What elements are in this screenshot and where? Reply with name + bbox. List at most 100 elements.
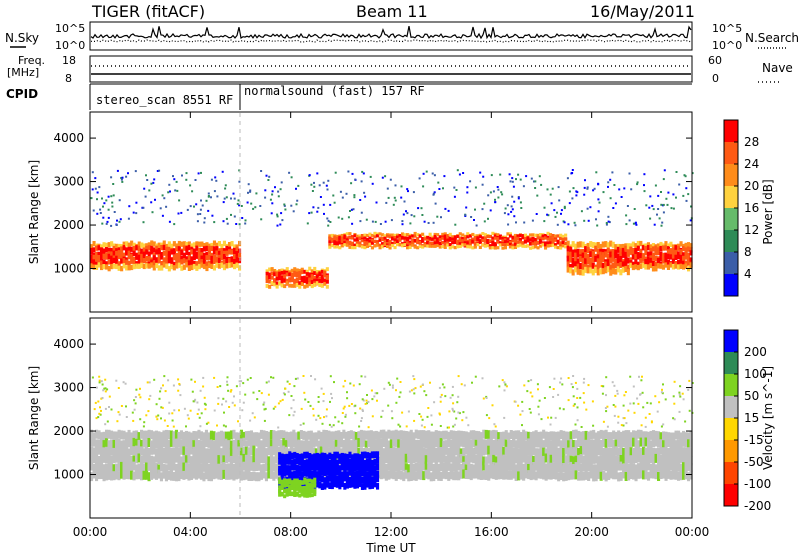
velocity-cell [499,470,503,480]
velocity-cell [448,426,450,429]
velocity-cell [277,437,281,447]
velocity-cell [202,462,206,472]
power-cell [298,273,302,278]
velocity-cell [318,481,322,489]
power-cell [411,238,415,242]
velocity-cell [95,455,99,465]
velocity-cell [328,423,331,426]
power-cell [478,235,482,239]
velocity-cell [224,438,228,448]
velocity-cell [313,464,317,472]
velocity-cell [288,480,292,485]
velocity-cell [430,414,433,417]
colorbar-swatch [724,440,738,463]
velocity-cell [557,455,561,465]
power-cell [222,254,226,260]
velocity-cell [122,470,126,480]
power-cell [465,206,468,209]
velocity-cell [659,432,663,442]
velocity-cell [657,472,661,481]
velocity-cell [527,464,531,473]
power-cell [192,254,196,260]
velocity-cell [283,393,286,396]
power-cell [466,245,470,249]
velocity-cell [239,438,243,448]
power-cell [684,242,688,249]
velocity-cell [344,379,347,382]
velocity-cell [613,414,616,417]
colorbar-tick-label: 8 [744,245,752,259]
velocity-cell [557,447,561,457]
power-cell [426,238,430,242]
velocity-cell [654,453,658,463]
velocity-cell [318,465,322,473]
velocity-cell [217,439,221,449]
velocity-cell [429,453,433,463]
velocity-cell [162,454,166,464]
velocity-cell [209,430,213,440]
velocity-cell [92,432,96,442]
power-cell [626,250,630,257]
power-cell [559,233,563,237]
velocity-cell [303,490,307,495]
power-cell [581,252,585,259]
velocity-cell [205,422,208,425]
power-cell [571,172,574,174]
velocity-cell [494,439,498,449]
velocity-cell [252,391,255,394]
velocity-cell [237,420,239,423]
power-cell [496,240,500,244]
velocity-cell [358,476,362,484]
power-cell [222,264,226,271]
velocity-cell [379,453,383,463]
power-cell [368,236,372,240]
power-cell [635,223,638,226]
power-cell [128,205,131,208]
velocity-cell [339,432,343,441]
velocity-cell [227,453,231,463]
velocity-cell [491,404,494,407]
velocity-cell [464,464,468,474]
velocity-cell [479,439,483,449]
velocity-cell [204,438,208,447]
power-cell [205,242,209,248]
power-cell [462,172,465,174]
velocity-cell [325,480,329,488]
velocity-cell [349,445,353,455]
velocity-cell [456,401,459,404]
velocity-cell [308,487,312,492]
power-cell [92,254,96,261]
power-cell [493,236,497,240]
power-cell [350,236,354,240]
power-cell [343,240,347,244]
power-cell [553,209,556,212]
velocity-cell [320,464,324,471]
power-cell [519,178,522,181]
velocity-cell [637,402,640,405]
velocity-cell [370,469,374,476]
velocity-cell [333,458,337,466]
velocity-cell [277,471,281,481]
velocity-cell [353,465,357,472]
velocity-cell [152,445,156,455]
velocity-cell [494,462,498,472]
velocity-cell [361,408,364,411]
velocity-cell [529,439,533,449]
power-cell [127,246,131,253]
power-cell [634,259,638,265]
velocity-cell [359,407,362,410]
velocity-cell [237,446,241,456]
velocity-cell [325,454,329,461]
ytick-label: 4000 [53,337,84,351]
power-cell [228,242,232,248]
velocity-cell [424,461,428,471]
velocity-cell [179,430,183,440]
power-cell [420,207,423,210]
power-cell [511,239,515,243]
power-cell [561,244,565,248]
velocity-cell [679,463,683,473]
velocity-cell [460,383,463,386]
velocity-cell [594,447,598,457]
velocity-cell [323,465,327,472]
power-cell [611,248,615,255]
